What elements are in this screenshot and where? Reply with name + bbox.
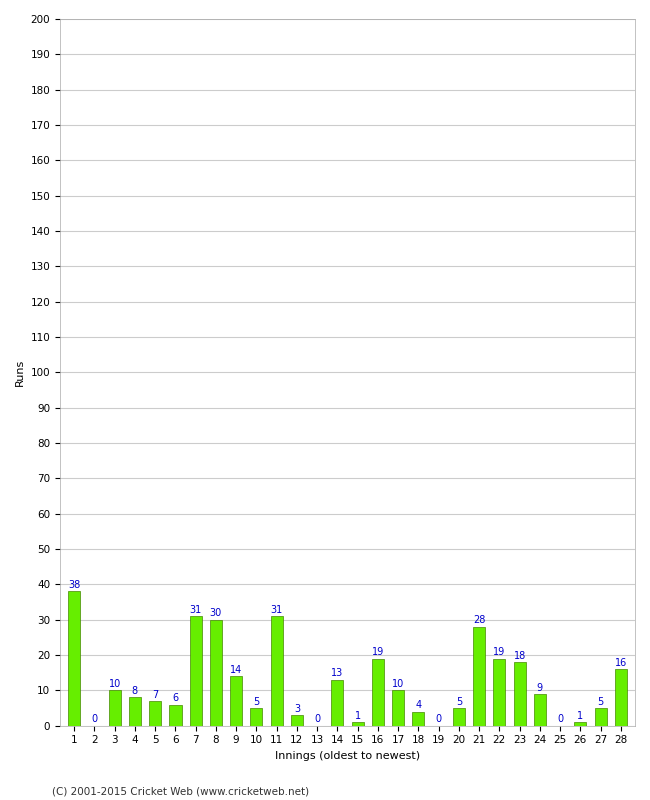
Text: 7: 7 [152, 690, 159, 699]
Bar [392, 690, 404, 726]
Bar [352, 722, 364, 726]
Text: 3: 3 [294, 704, 300, 714]
Bar [412, 711, 424, 726]
Bar [372, 658, 384, 726]
Text: 31: 31 [190, 605, 202, 614]
Bar [473, 626, 485, 726]
Bar [291, 715, 303, 726]
Bar [230, 676, 242, 726]
Text: 8: 8 [132, 686, 138, 696]
Text: 28: 28 [473, 615, 486, 626]
Text: 31: 31 [270, 605, 283, 614]
Text: 1: 1 [577, 710, 584, 721]
Bar [453, 708, 465, 726]
Bar [170, 705, 181, 726]
Text: 14: 14 [230, 665, 242, 675]
Bar [514, 662, 526, 726]
Y-axis label: Runs: Runs [15, 358, 25, 386]
Text: 38: 38 [68, 580, 81, 590]
Bar [250, 708, 263, 726]
Bar [149, 701, 161, 726]
Bar [190, 616, 202, 726]
Bar [129, 698, 141, 726]
Text: 0: 0 [557, 714, 563, 724]
Text: 0: 0 [314, 714, 320, 724]
Bar [493, 658, 506, 726]
Text: 30: 30 [210, 608, 222, 618]
Bar [68, 591, 80, 726]
Text: 16: 16 [615, 658, 627, 668]
Bar [595, 708, 606, 726]
Text: (C) 2001-2015 Cricket Web (www.cricketweb.net): (C) 2001-2015 Cricket Web (www.cricketwe… [52, 786, 309, 796]
Text: 18: 18 [514, 650, 526, 661]
Bar [615, 669, 627, 726]
Bar [332, 680, 343, 726]
Bar [270, 616, 283, 726]
Text: 0: 0 [92, 714, 98, 724]
Text: 10: 10 [109, 679, 121, 689]
Text: 5: 5 [254, 697, 259, 706]
Bar [574, 722, 586, 726]
Text: 10: 10 [392, 679, 404, 689]
Bar [210, 620, 222, 726]
Text: 4: 4 [415, 700, 421, 710]
Text: 19: 19 [372, 647, 384, 657]
Text: 19: 19 [493, 647, 506, 657]
Bar [534, 694, 546, 726]
Bar [109, 690, 121, 726]
Text: 9: 9 [537, 682, 543, 693]
X-axis label: Innings (oldest to newest): Innings (oldest to newest) [275, 751, 420, 761]
Text: 13: 13 [332, 668, 343, 678]
Text: 6: 6 [172, 693, 179, 703]
Text: 0: 0 [436, 714, 442, 724]
Text: 5: 5 [597, 697, 604, 706]
Text: 5: 5 [456, 697, 462, 706]
Text: 1: 1 [354, 710, 361, 721]
